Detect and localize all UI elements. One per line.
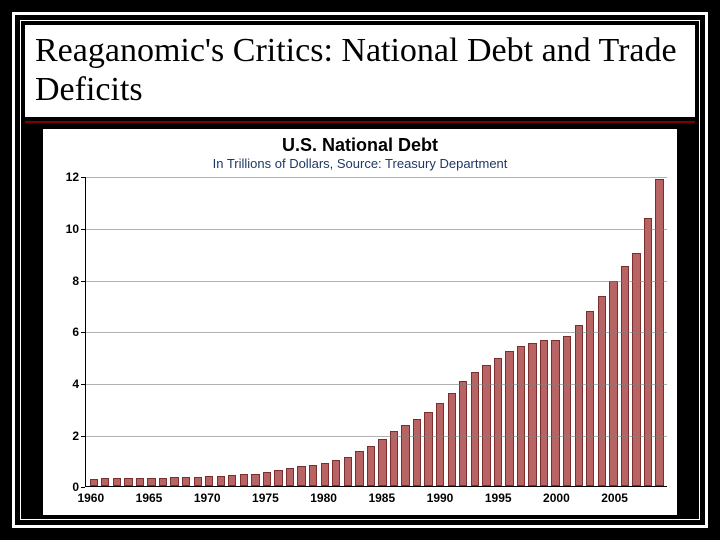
gridline bbox=[86, 384, 667, 385]
bar bbox=[436, 403, 444, 486]
bar bbox=[228, 475, 236, 486]
chart-panel: U.S. National Debt In Trillions of Dolla… bbox=[43, 129, 677, 515]
bar bbox=[90, 479, 98, 486]
bar bbox=[355, 451, 363, 487]
bar bbox=[332, 460, 340, 486]
bar bbox=[505, 351, 513, 486]
bar bbox=[540, 340, 548, 486]
x-tick-label: 1985 bbox=[368, 491, 395, 505]
y-axis: 024681012 bbox=[53, 177, 85, 487]
x-tick-label: 1975 bbox=[252, 491, 279, 505]
x-tick-label: 1990 bbox=[427, 491, 454, 505]
bar bbox=[159, 478, 167, 487]
bar bbox=[101, 478, 109, 486]
y-tick-label: 6 bbox=[72, 325, 79, 339]
bar bbox=[367, 446, 375, 486]
bar bbox=[575, 325, 583, 486]
gridline bbox=[86, 436, 667, 437]
bar bbox=[459, 381, 467, 486]
slide-title: Reaganomic's Critics: National Debt and … bbox=[35, 31, 685, 109]
chart-title: U.S. National Debt bbox=[53, 135, 667, 156]
bar bbox=[424, 412, 432, 486]
x-tick-label: 1960 bbox=[77, 491, 104, 505]
chart-subtitle: In Trillions of Dollars, Source: Treasur… bbox=[53, 156, 667, 171]
title-underline bbox=[25, 121, 695, 123]
bar bbox=[321, 463, 329, 487]
bar bbox=[378, 439, 386, 486]
bar bbox=[251, 474, 259, 487]
bar bbox=[136, 478, 144, 486]
x-tick-label: 1965 bbox=[136, 491, 163, 505]
x-tick-label: 1970 bbox=[194, 491, 221, 505]
x-tick-label: 1995 bbox=[485, 491, 512, 505]
bar bbox=[517, 346, 525, 486]
bar bbox=[551, 340, 559, 486]
bar bbox=[194, 477, 202, 487]
y-tick-label: 8 bbox=[72, 274, 79, 288]
slide-line-frame: Reaganomic's Critics: National Debt and … bbox=[20, 20, 700, 520]
bar bbox=[309, 465, 317, 486]
slide-header: Reaganomic's Critics: National Debt and … bbox=[25, 25, 695, 117]
bar bbox=[632, 253, 640, 486]
x-tick-label: 2005 bbox=[601, 491, 628, 505]
bar bbox=[598, 296, 606, 487]
gridline bbox=[86, 332, 667, 333]
gridline bbox=[86, 229, 667, 230]
plot-wrap: 024681012 bbox=[53, 177, 667, 487]
bar bbox=[644, 218, 652, 487]
bar bbox=[170, 477, 178, 486]
bar bbox=[390, 431, 398, 486]
y-tick-label: 12 bbox=[66, 170, 79, 184]
bar bbox=[563, 336, 571, 486]
bar bbox=[217, 476, 225, 487]
x-tick-label: 2000 bbox=[543, 491, 570, 505]
gridline bbox=[86, 281, 667, 282]
x-tick-label: 1980 bbox=[310, 491, 337, 505]
bar bbox=[448, 393, 456, 486]
plot-area bbox=[85, 177, 667, 487]
bar bbox=[413, 419, 421, 486]
y-tick-label: 4 bbox=[72, 377, 79, 391]
y-tick-mark bbox=[81, 487, 85, 488]
y-tick-label: 2 bbox=[72, 429, 79, 443]
bar bbox=[113, 478, 121, 486]
bar bbox=[297, 466, 305, 486]
slide-outer-frame: Reaganomic's Critics: National Debt and … bbox=[0, 0, 720, 540]
bar bbox=[344, 457, 352, 486]
bar bbox=[147, 478, 155, 486]
bar bbox=[286, 468, 294, 486]
bar bbox=[205, 476, 213, 486]
bar bbox=[621, 266, 629, 486]
x-axis: 1960196519701975198019851990199520002005 bbox=[85, 491, 667, 509]
bar bbox=[240, 474, 248, 486]
bar bbox=[263, 472, 271, 486]
gridline bbox=[86, 177, 667, 178]
bar bbox=[528, 343, 536, 486]
bar bbox=[274, 470, 282, 486]
y-tick-label: 10 bbox=[66, 222, 79, 236]
slide-inner-frame: Reaganomic's Critics: National Debt and … bbox=[12, 12, 708, 528]
bar bbox=[124, 478, 132, 486]
bar bbox=[182, 477, 190, 486]
bar bbox=[586, 311, 594, 486]
bar bbox=[494, 358, 502, 486]
bar bbox=[471, 372, 479, 486]
